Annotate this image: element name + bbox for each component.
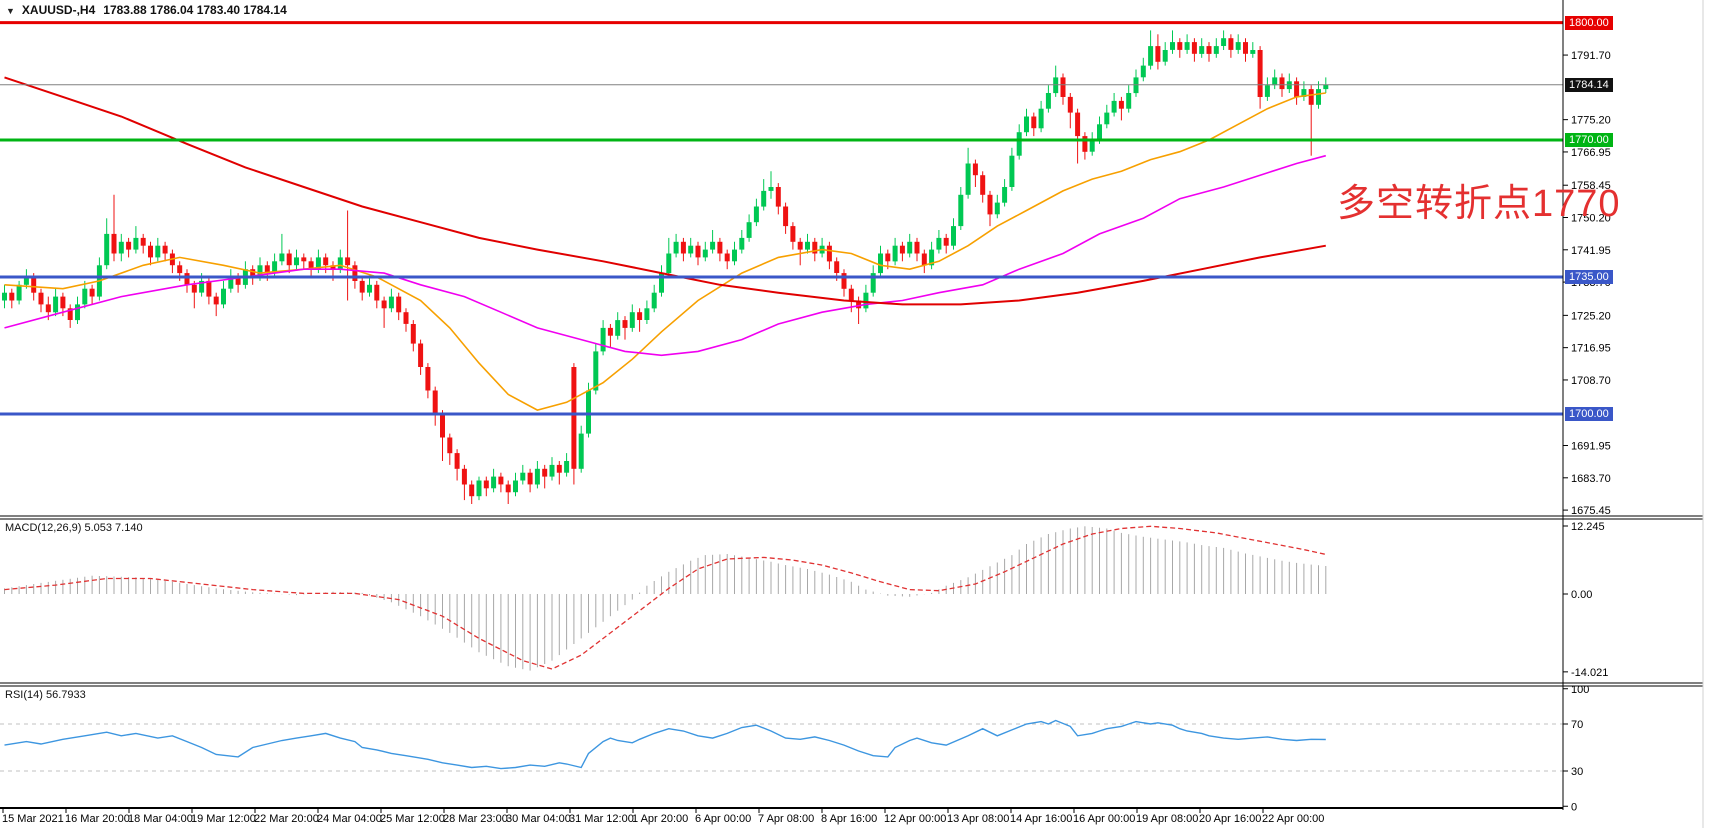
ohlc-values: 1783.88 1786.04 1783.40 1784.14 [103, 3, 287, 17]
date-label: 13 Apr 08:00 [947, 813, 1009, 825]
macd-histogram [4, 526, 1327, 671]
price-tick-label: 1775.20 [1571, 115, 1611, 127]
date-label: 22 Mar 20:00 [254, 813, 319, 825]
price-tick-label: 1750.20 [1571, 213, 1611, 225]
macd-tick-label: -14.021 [1571, 667, 1608, 679]
price-tick-label: 1791.70 [1571, 50, 1611, 62]
date-label: 19 Apr 08:00 [1136, 813, 1198, 825]
chart-title: ▼ XAUUSD-,H4 1783.88 1786.04 1783.40 1784.… [6, 3, 287, 17]
symbol-dropdown-icon[interactable]: ▼ [6, 6, 15, 16]
ma-mid-magenta [4, 154, 1327, 357]
macd-tick-label: 12.245 [1571, 521, 1605, 533]
date-label: 18 Mar 04:00 [128, 813, 193, 825]
price-tick-label: 1758.45 [1571, 180, 1611, 192]
rsi-line [4, 719, 1326, 770]
rsi-tick-label: 100 [1571, 684, 1589, 696]
price-tick-label: 1708.70 [1571, 375, 1611, 387]
price-box-1800: 1800.00 [1565, 16, 1613, 30]
price-tick-label: 1691.95 [1571, 441, 1611, 453]
date-label: 19 Mar 12:00 [191, 813, 256, 825]
date-label: 31 Mar 12:00 [569, 813, 634, 825]
date-label: 6 Apr 00:00 [695, 813, 751, 825]
macd-signal-line [4, 525, 1326, 670]
candles-group [2, 30, 1329, 504]
date-label: 16 Apr 00:00 [1073, 813, 1135, 825]
rsi-tick-label: 0 [1571, 801, 1577, 813]
date-label: 30 Mar 04:00 [506, 813, 571, 825]
date-label: 24 Mar 04:00 [317, 813, 382, 825]
date-label: 12 Apr 00:00 [884, 813, 946, 825]
rsi-tick-label: 70 [1571, 719, 1583, 731]
date-label: 14 Apr 16:00 [1010, 813, 1072, 825]
ma-slow-red [4, 76, 1326, 306]
date-label: 15 Mar 2021 [2, 813, 64, 825]
price-box-1700: 1700.00 [1565, 407, 1613, 421]
date-label: 22 Apr 00:00 [1262, 813, 1324, 825]
price-tick-label: 1741.95 [1571, 245, 1611, 257]
date-label: 16 Mar 20:00 [65, 813, 130, 825]
macd-tick-label: 0.00 [1571, 589, 1592, 601]
symbol-timeframe-label: XAUUSD-,H4 [21, 3, 96, 17]
rsi-indicator-label: RSI(14) 56.7933 [5, 689, 86, 701]
macd-indicator-label: MACD(12,26,9) 5.053 7.140 [5, 522, 143, 534]
price-tick-label: 1675.45 [1571, 505, 1611, 517]
date-label: 1 Apr 20:00 [632, 813, 688, 825]
price-tick-label: 1683.70 [1571, 473, 1611, 485]
date-label: 7 Apr 08:00 [758, 813, 814, 825]
date-label: 25 Mar 12:00 [380, 813, 445, 825]
price-box-1735: 1735.00 [1565, 270, 1613, 284]
price-tick-label: 1716.95 [1571, 343, 1611, 355]
price-tick-label: 1725.20 [1571, 310, 1611, 322]
date-label: 28 Mar 23:00 [443, 813, 508, 825]
price-box-1770: 1770.00 [1565, 133, 1613, 147]
date-label: 20 Apr 16:00 [1199, 813, 1261, 825]
price-tick-label: 1766.95 [1571, 147, 1611, 159]
price-box-current: 1784.14 [1565, 78, 1613, 92]
annotation-text: 多空转折点1770 [1337, 183, 1621, 225]
ma-fast-orange [4, 92, 1326, 411]
rsi-tick-label: 30 [1571, 766, 1583, 778]
date-label: 8 Apr 16:00 [821, 813, 877, 825]
